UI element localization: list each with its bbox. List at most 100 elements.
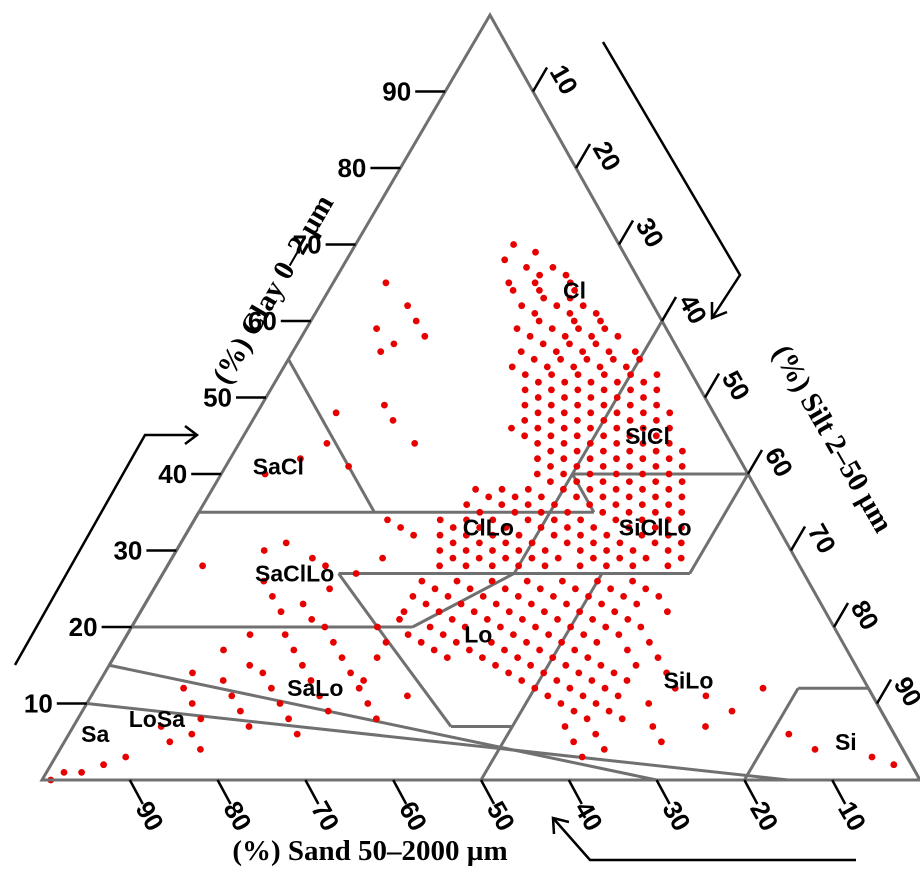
triangle-outline (39, 11, 920, 782)
data-point (600, 386, 608, 394)
data-point (614, 332, 622, 340)
sand-tick (479, 779, 496, 805)
clay-arrow (13, 433, 197, 666)
data-point (548, 371, 555, 378)
class-boundary (479, 725, 514, 781)
data-point (100, 761, 107, 769)
data-point (588, 332, 595, 340)
data-point (297, 455, 304, 463)
data-point (655, 593, 663, 600)
clay-tick-label: 50 (203, 383, 232, 413)
data-point (373, 654, 381, 661)
data-point (583, 355, 591, 363)
data-point (513, 325, 521, 332)
data-point (508, 424, 515, 432)
data-point (548, 325, 556, 332)
data-point (613, 455, 620, 463)
data-point (575, 325, 582, 332)
silt-tick-label: 10 (544, 60, 584, 100)
data-point (626, 432, 634, 440)
class-boundary (688, 473, 750, 575)
data-point (533, 470, 541, 478)
data-point (157, 723, 165, 730)
data-point (436, 516, 444, 524)
data-point (570, 707, 578, 715)
data-point (518, 677, 526, 684)
data-point (653, 371, 661, 378)
data-point (600, 417, 608, 424)
data-point (443, 654, 451, 661)
data-point (396, 616, 403, 623)
data-point (611, 608, 619, 616)
data-point (626, 478, 633, 485)
data-point (463, 501, 471, 508)
data-point (523, 577, 531, 585)
data-point (612, 516, 620, 524)
data-point (579, 348, 586, 355)
sand-tick-label: 30 (656, 796, 696, 836)
data-point (636, 355, 643, 363)
data-point (573, 463, 581, 470)
data-point (470, 608, 478, 616)
data-point (502, 524, 510, 531)
data-point (246, 631, 254, 638)
data-point (646, 638, 653, 646)
data-point (601, 684, 609, 692)
data-point (530, 355, 538, 363)
data-point (586, 470, 594, 478)
data-point (472, 485, 479, 493)
data-point (78, 769, 85, 776)
data-point (498, 485, 506, 493)
clay-arrowhead (184, 425, 200, 445)
data-point (574, 371, 582, 378)
data-point (633, 600, 641, 608)
data-point (515, 547, 523, 554)
data-point (665, 470, 673, 478)
silt-tick-label: 70 (802, 519, 842, 559)
silt-tick (574, 143, 592, 169)
data-point (528, 554, 536, 562)
data-point (613, 424, 621, 432)
data-point (653, 386, 661, 394)
data-point (505, 279, 513, 287)
data-point (578, 753, 586, 761)
sand-tick-label: 20 (744, 796, 784, 836)
sand-tick (567, 779, 583, 805)
data-point (553, 302, 561, 310)
data-point (540, 294, 548, 302)
data-point (599, 493, 607, 501)
class-boundary (411, 572, 515, 629)
data-point (561, 394, 568, 401)
data-point (560, 440, 568, 447)
data-point (677, 554, 685, 562)
data-point (381, 401, 388, 409)
data-point (436, 547, 444, 554)
data-point (626, 447, 634, 455)
data-point (590, 524, 598, 531)
data-point (307, 677, 315, 684)
data-point (535, 378, 542, 386)
data-point (462, 531, 470, 539)
data-point (488, 638, 495, 646)
data-point (282, 539, 290, 547)
data-point (511, 493, 519, 501)
region-label-losa: LoSa (129, 706, 185, 732)
data-point (785, 730, 793, 738)
data-point (479, 654, 486, 661)
silt-tick (832, 602, 850, 628)
data-point (609, 355, 617, 363)
silt-tick-label: 40 (673, 289, 713, 329)
data-point (566, 310, 574, 317)
data-point (220, 646, 227, 654)
data-point (626, 463, 633, 470)
data-point (122, 753, 130, 761)
data-point (592, 340, 600, 348)
data-point (600, 432, 607, 440)
data-point (228, 692, 236, 700)
region-label-silo: SiLo (664, 668, 714, 694)
data-point (586, 440, 594, 447)
data-point (323, 440, 331, 447)
data-point (509, 287, 517, 294)
data-point (261, 470, 269, 478)
data-point (188, 730, 196, 738)
